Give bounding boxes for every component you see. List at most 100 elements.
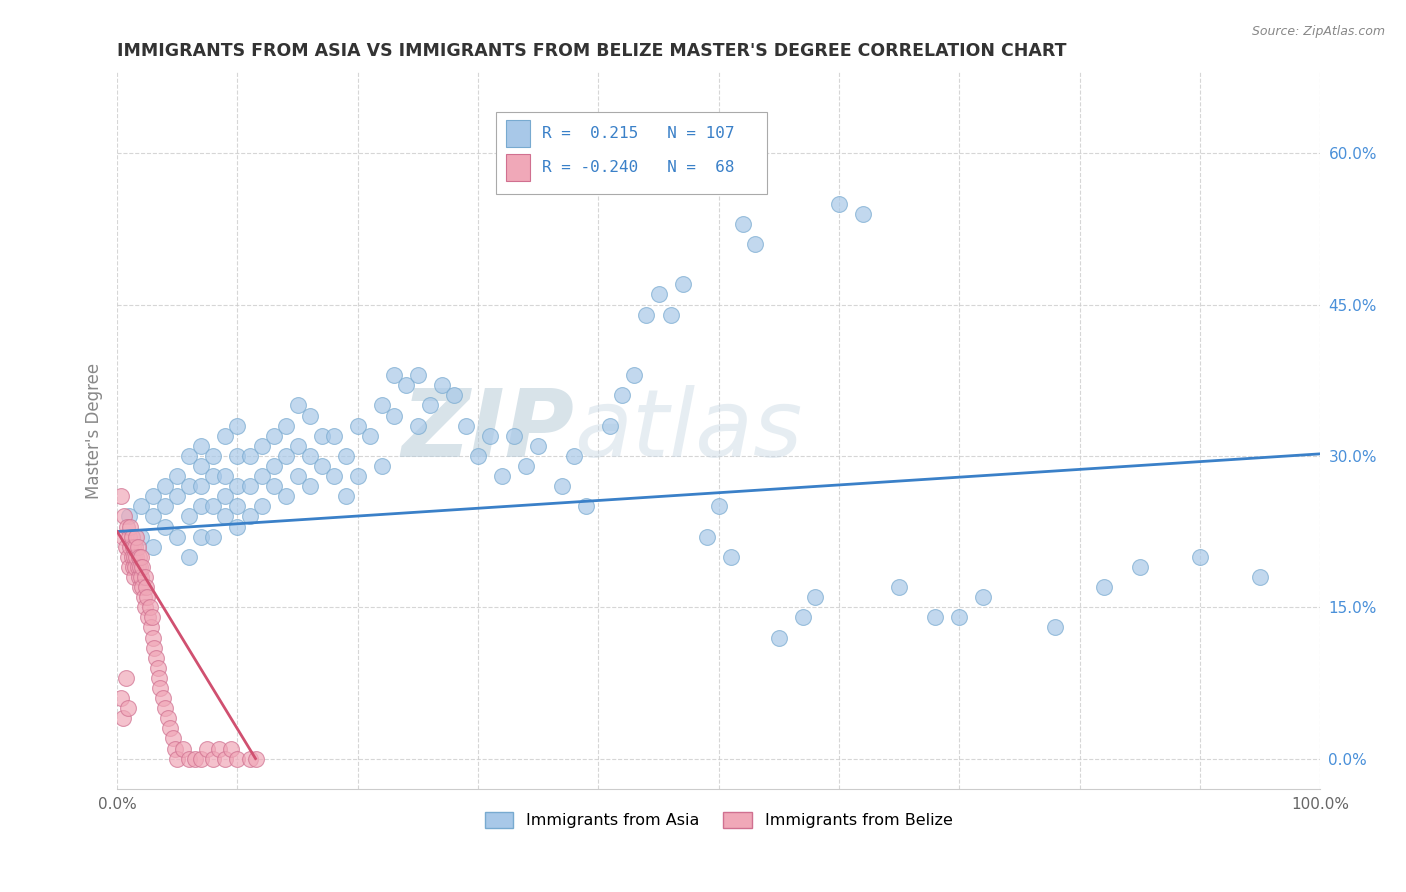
Point [274,489,297,503]
Point [335,449,357,463]
Point [146,661,169,675]
Point [948,610,970,624]
Point [190,751,212,765]
Point [114,540,136,554]
Point [156,711,179,725]
Point [238,751,260,765]
Point [322,469,344,483]
Text: R = -0.240   N =  68: R = -0.240 N = 68 [541,161,734,175]
Point [335,489,357,503]
Point [214,489,236,503]
Point [298,449,321,463]
Point [179,751,201,765]
Text: IMMIGRANTS FROM ASIA VS IMMIGRANTS FROM BELIZE MASTER'S DEGREE CORRELATION CHART: IMMIGRANTS FROM ASIA VS IMMIGRANTS FROM … [117,42,1067,60]
Point [131,560,153,574]
Point [612,388,634,402]
Point [122,570,145,584]
Point [238,479,260,493]
FancyBboxPatch shape [506,154,530,181]
Point [226,751,249,765]
Point [197,741,219,756]
Point [127,540,149,554]
Point [190,439,212,453]
Point [287,439,309,453]
Point [744,237,766,252]
Point [122,549,145,564]
Point [382,368,405,383]
Point [1045,620,1067,634]
Point [467,449,489,463]
Point [129,570,152,584]
Point [707,500,730,514]
Point [298,409,321,423]
Point [208,741,231,756]
Point [202,469,225,483]
Point [274,449,297,463]
Point [346,469,368,483]
Point [287,469,309,483]
Point [121,549,143,564]
Point [226,500,249,514]
Point [135,580,157,594]
Point [245,751,267,765]
Point [804,590,827,604]
Point [623,368,645,383]
Point [142,631,165,645]
Point [121,530,143,544]
Point [503,428,526,442]
Point [179,449,201,463]
FancyBboxPatch shape [506,120,530,147]
Point [395,378,418,392]
Point [117,701,139,715]
Point [792,610,814,624]
Point [671,277,693,292]
Point [128,570,150,584]
Point [202,500,225,514]
Point [145,650,167,665]
Point [148,671,170,685]
Point [129,500,152,514]
Point [430,378,453,392]
Point [551,479,574,493]
Text: R =  0.215   N = 107: R = 0.215 N = 107 [541,126,734,141]
Point [124,540,146,554]
Point [226,519,249,533]
Point [419,399,441,413]
Point [491,469,513,483]
Point [120,540,142,554]
Point [887,580,910,594]
Point [155,519,177,533]
Point [142,489,165,503]
Point [202,449,225,463]
Point [852,207,875,221]
Point [134,600,156,615]
Point [226,418,249,433]
Point [238,509,260,524]
Point [117,549,139,564]
Point [132,590,155,604]
Point [214,428,236,442]
Point [190,479,212,493]
Text: atlas: atlas [574,385,803,476]
Point [138,600,160,615]
Point [311,458,333,473]
Point [221,741,243,756]
Point [118,530,141,544]
Point [406,368,429,383]
Point [138,610,160,624]
Point [121,540,143,554]
Point [1092,580,1115,594]
FancyBboxPatch shape [496,112,766,194]
Point [112,509,135,524]
Point [179,479,201,493]
Point [214,509,236,524]
Point [162,731,184,746]
Point [129,549,152,564]
Point [454,418,477,433]
Point [166,469,188,483]
Point [515,458,537,473]
Point [250,500,273,514]
Point [924,610,946,624]
Point [1188,549,1211,564]
Point [190,530,212,544]
